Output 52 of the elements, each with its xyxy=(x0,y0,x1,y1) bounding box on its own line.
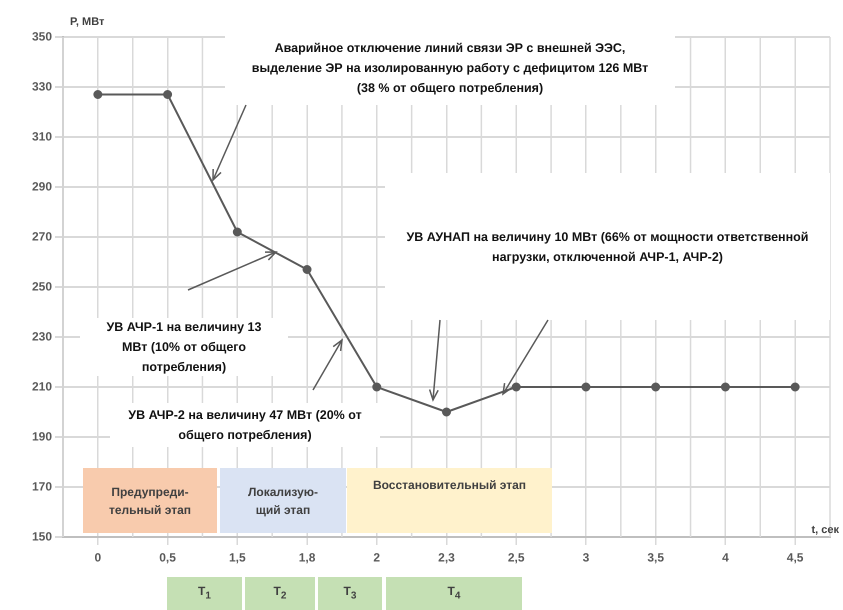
point xyxy=(790,382,800,392)
x-tick-label: 4 xyxy=(722,550,730,565)
point xyxy=(442,408,451,416)
point xyxy=(232,228,242,236)
y-tick-label: 190 xyxy=(32,429,52,444)
point xyxy=(372,382,382,392)
annotation: Предупреди-тельный этап xyxy=(108,484,192,518)
x-tick-label: 2,5 xyxy=(508,550,525,565)
y-tick-label: 290 xyxy=(32,179,52,194)
annotation: Локализую-щий этап xyxy=(246,484,319,518)
y-axis-title: P, МВт xyxy=(70,16,104,28)
annotation: Восстановительный этап xyxy=(372,477,526,494)
annotation: УВ АУНАП на величину 10 МВт (66% от мощности ответственной нагрузки, отключенной АЧР-1, АЧР-2) xyxy=(406,228,810,266)
point xyxy=(302,265,312,274)
x-tick-label: 1,8 xyxy=(298,550,316,565)
x-tick-label: 1,5 xyxy=(228,550,246,565)
stage-box: Предупреди-тельный этап xyxy=(83,468,217,533)
x-tick-label: 0,5 xyxy=(159,550,176,565)
point xyxy=(581,382,590,392)
y-tick-label: 230 xyxy=(32,329,52,344)
annotation: Аварийное отключение линий связи ЭР с внешней ЭЭС, выделение ЭР на изолированную работу с дефицитом 126 МВт (38 % от общего потребления) xyxy=(250,40,650,97)
callout-box: УВ АУНАП на величину 10 МВт (66% от мощности ответственной нагрузки, отключенной АЧР-1, АЧР-2) xyxy=(385,173,830,320)
interval-box: T$_{2}$ xyxy=(245,577,315,610)
point xyxy=(512,382,521,392)
callout-box: УВ АЧР-2 на величину 47 МВт (20% от общего потребления) xyxy=(110,403,380,447)
point xyxy=(163,90,172,99)
interval-box: T$_{3}$ xyxy=(318,577,382,610)
y-tick-label: 170 xyxy=(32,479,52,494)
annotation: УВ АЧР-1 на величину 13 МВт (10% от общего потребления) xyxy=(106,319,262,376)
stage-box: Восстановительный этап xyxy=(347,468,552,533)
point xyxy=(651,382,660,392)
interval-box: T$_{1}$ xyxy=(167,577,242,610)
x-tick-label: 0 xyxy=(94,550,102,565)
x-tick-label: 3,5 xyxy=(647,550,664,565)
x-axis-title: t, сек xyxy=(811,524,839,536)
y-tick-label: 330 xyxy=(32,79,52,94)
y-tick-label: 210 xyxy=(32,379,52,394)
y-tick-label: 310 xyxy=(32,129,52,144)
stage-box: Локализую-щий этап xyxy=(220,468,346,533)
y-tick-label: 250 xyxy=(32,279,52,294)
y-tick-label: 270 xyxy=(32,229,52,244)
point xyxy=(93,90,102,99)
callout-box: УВ АЧР-1 на величину 13 МВт (10% от общего потребления) xyxy=(80,318,288,376)
annotation: УВ АЧР-2 на величину 47 МВт (20% от общего потребления) xyxy=(127,407,363,444)
x-tick-label: 4,5 xyxy=(786,550,804,565)
point xyxy=(720,382,730,392)
y-tick-label: 350 xyxy=(32,29,52,44)
x-tick-label: 2 xyxy=(373,550,380,565)
x-tick-label: 2,3 xyxy=(438,550,456,565)
x-tick-label: 3 xyxy=(582,550,590,565)
y-tick-label: 150 xyxy=(32,529,52,544)
interval-box: T$_{4}$ xyxy=(386,577,522,610)
